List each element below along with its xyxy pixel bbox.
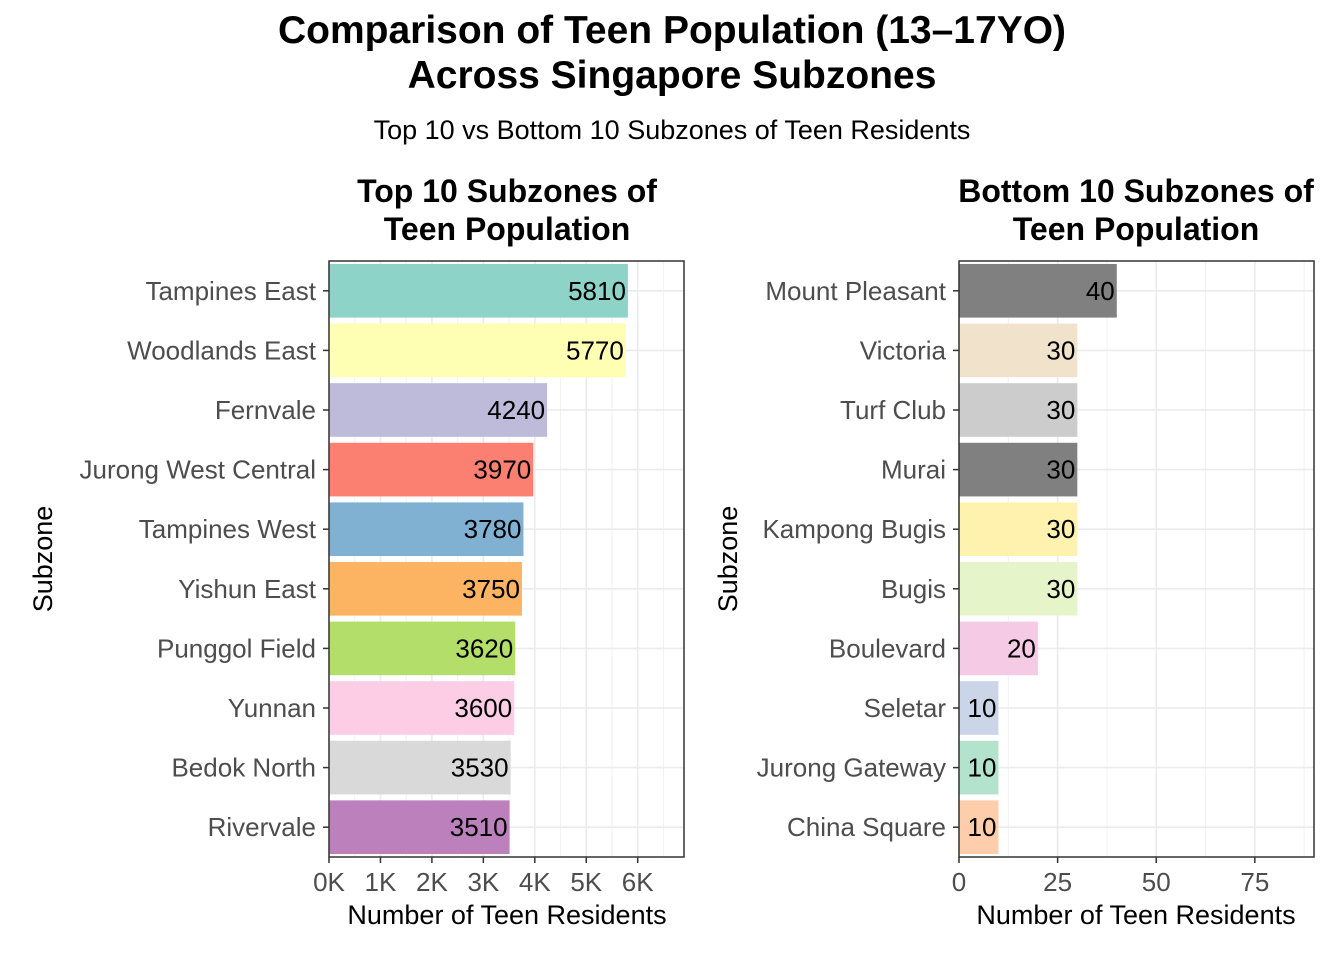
x-tick-label: 5K (570, 867, 602, 897)
x-tick-label: 3K (467, 867, 499, 897)
data-label: 3600 (454, 693, 512, 723)
y-tick-label: Victoria (860, 335, 947, 365)
bar (959, 681, 999, 735)
data-label: 10 (968, 812, 997, 842)
data-label: 4240 (487, 395, 545, 425)
y-tick-label: China Square (787, 812, 946, 842)
x-tick-label: 1K (365, 867, 397, 897)
x-axis-title: Number of Teen Residents (347, 900, 666, 930)
y-tick-label: Mount Pleasant (765, 276, 946, 306)
bar (329, 621, 516, 676)
data-label: 30 (1046, 335, 1075, 365)
x-tick-label: 6K (622, 867, 654, 897)
bar (329, 383, 548, 437)
y-tick-label: Seletar (864, 693, 947, 723)
data-label: 5770 (566, 335, 624, 365)
y-tick-label: Jurong West Central (79, 455, 316, 485)
bar (959, 621, 1038, 676)
data-label: 10 (968, 753, 997, 783)
data-label: 30 (1046, 395, 1075, 425)
y-tick-label: Tampines East (145, 276, 316, 306)
x-tick-label: 75 (1240, 867, 1269, 897)
data-label: 30 (1046, 455, 1075, 485)
data-label: 30 (1046, 514, 1075, 544)
bar (329, 800, 510, 855)
data-label: 3620 (455, 633, 513, 663)
y-tick-label: Turf Club (840, 395, 946, 425)
data-label: 20 (1007, 633, 1036, 663)
data-label: 10 (968, 693, 997, 723)
data-label: 3970 (473, 455, 531, 485)
y-axis-title: Subzone (28, 506, 58, 613)
panel-title: Teen Population (384, 211, 631, 247)
bar (329, 502, 524, 557)
y-tick-label: Jurong Gateway (757, 753, 946, 783)
x-tick-label: 2K (416, 867, 448, 897)
panel-title: Bottom 10 Subzones of (958, 173, 1314, 209)
bar (959, 561, 1078, 616)
y-axis-title: Subzone (713, 506, 743, 613)
bar (959, 502, 1078, 557)
y-tick-label: Fernvale (215, 395, 316, 425)
y-tick-label: Tampines West (139, 514, 317, 544)
x-tick-label: 25 (1043, 867, 1072, 897)
bar (959, 800, 999, 855)
x-axis-title: Number of Teen Residents (976, 900, 1295, 930)
panel-border (328, 260, 685, 858)
bar (959, 383, 1078, 437)
bar (329, 681, 515, 735)
panel-title: Top 10 Subzones of (357, 173, 657, 209)
y-tick-label: Kampong Bugis (762, 514, 946, 544)
bar (329, 561, 522, 616)
bar (959, 263, 1117, 318)
data-label: 3780 (464, 514, 522, 544)
bar (329, 323, 626, 378)
x-tick-label: 4K (519, 867, 551, 897)
y-tick-label: Rivervale (208, 812, 316, 842)
panel-border (958, 260, 1315, 858)
y-tick-label: Murai (881, 455, 946, 485)
y-tick-label: Yunnan (228, 693, 316, 723)
data-label: 3750 (462, 574, 520, 604)
bar (329, 263, 628, 318)
y-tick-label: Bedok North (171, 753, 316, 783)
bar (959, 740, 999, 795)
y-tick-label: Bugis (881, 574, 946, 604)
bar (329, 740, 511, 795)
data-label: 5810 (568, 276, 626, 306)
bar (329, 442, 534, 497)
bar (959, 442, 1078, 497)
y-tick-label: Yishun East (178, 574, 317, 604)
bar (959, 323, 1078, 378)
y-tick-label: Woodlands East (127, 335, 317, 365)
x-tick-label: 50 (1142, 867, 1171, 897)
data-label: 40 (1086, 276, 1115, 306)
panel-title: Teen Population (1013, 211, 1260, 247)
y-tick-label: Punggol Field (157, 633, 316, 663)
x-tick-label: 0 (952, 867, 966, 897)
page-subtitle: Top 10 vs Bottom 10 Subzones of Teen Res… (373, 115, 971, 145)
data-label: 3510 (450, 812, 508, 842)
data-label: 30 (1046, 574, 1075, 604)
x-tick-label: 0K (313, 867, 345, 897)
y-tick-label: Boulevard (829, 633, 946, 663)
data-label: 3530 (451, 753, 509, 783)
page-title: Comparison of Teen Population (13–17YO) … (277, 9, 1067, 97)
